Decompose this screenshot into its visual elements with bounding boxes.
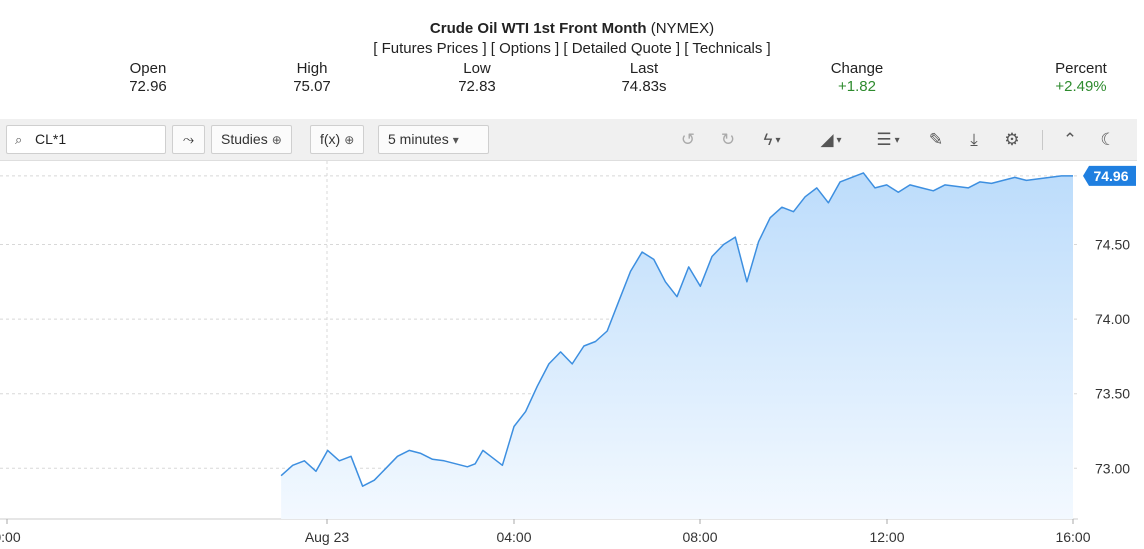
- price-line: [280, 172, 1073, 487]
- collapse-icon[interactable]: ⌃: [1062, 130, 1078, 149]
- stat-value: +2.49%: [1055, 78, 1107, 95]
- stat-last: Last 74.83s: [604, 60, 684, 96]
- download-icon[interactable]: ⤓: [970, 130, 978, 149]
- plus-circle-icon: ⊕: [271, 133, 282, 147]
- link-detailed-quote[interactable]: Detailed Quote: [571, 40, 672, 57]
- moon-icon[interactable]: ☾: [1100, 130, 1116, 149]
- interval-select[interactable]: 5 minutes ▾: [378, 125, 489, 154]
- stat-change: Change +1.82: [812, 60, 902, 96]
- quote-header: Crude Oil WTI 1st Front Month (NYMEX) [ …: [0, 0, 1144, 118]
- chevron-down-icon: ▾: [452, 133, 459, 147]
- lightning-icon[interactable]: ϟ ▾: [763, 130, 781, 149]
- toolbar-divider: [1042, 130, 1043, 150]
- symbol-search-input[interactable]: ⌕ CL*1: [6, 125, 166, 154]
- stat-value: 75.07: [293, 78, 331, 95]
- price-area-fill: [281, 172, 1074, 519]
- pencil-icon[interactable]: ✎: [928, 130, 944, 149]
- link-futures-prices[interactable]: Futures Prices: [381, 40, 479, 57]
- x-tick-label: Aug 23: [305, 529, 350, 545]
- undo-icon[interactable]: ↺: [680, 130, 696, 149]
- studies-button[interactable]: Studies ⊕: [211, 125, 292, 154]
- stat-open: Open 72.96: [108, 60, 188, 96]
- y-tick-label: 73.00: [1095, 460, 1130, 476]
- plus-circle-icon: ⊕: [344, 133, 355, 147]
- last-price-label: 74.96: [1093, 168, 1128, 184]
- stat-label: Percent: [1055, 60, 1107, 77]
- x-tick-label: 04:00: [496, 529, 531, 545]
- x-tick-label: 12:00: [869, 529, 904, 545]
- stat-low: Low 72.83: [437, 60, 517, 96]
- price-chart[interactable]: 73.00 73.50 74.00 74.50 0:00 Aug 23 04:00 08:0…: [0, 161, 1144, 549]
- x-tick-label: 0:00: [0, 529, 21, 545]
- stat-value: +1.82: [838, 78, 876, 95]
- x-tick-label: 08:00: [682, 529, 717, 545]
- stat-percent: Percent +2.49%: [1036, 60, 1126, 96]
- symbol-value: CL*1: [35, 131, 67, 147]
- y-tick-label: 74.00: [1095, 311, 1130, 327]
- stat-high: High 75.07: [272, 60, 352, 96]
- link-technicals[interactable]: Technicals: [692, 40, 763, 57]
- chart-toolbar: ⌕ CL*1 ⤳ Studies ⊕ f(x) ⊕ 5 minutes ▾ ↺ ↻ ϟ…: [0, 119, 1137, 161]
- last-price-badge: 74.96: [1083, 165, 1136, 186]
- instrument-name: Crude Oil WTI 1st Front Month: [429, 20, 647, 37]
- fx-label: f(x): [320, 131, 341, 147]
- compare-button[interactable]: ⤳: [172, 125, 205, 154]
- x-axis: 0:00 Aug 23 04:00 08:00 12:00 16:00: [0, 519, 1091, 545]
- stat-label: High: [296, 60, 328, 77]
- interval-value: 5 minutes: [388, 131, 449, 147]
- stat-label: Change: [830, 60, 884, 77]
- stat-value: 72.83: [458, 78, 496, 95]
- chart-type-icon[interactable]: ◢ ▾: [820, 130, 842, 149]
- redo-icon[interactable]: ↻: [720, 130, 736, 149]
- quote-links: [ Futures Prices ] [ Options ] [ Detaile…: [373, 40, 771, 57]
- gear-icon[interactable]: ⚙: [1004, 130, 1020, 149]
- y-tick-label: 74.50: [1095, 237, 1130, 253]
- stat-label: Open: [129, 60, 167, 77]
- link-options[interactable]: Options: [499, 40, 551, 57]
- stat-value: 74.83s: [621, 78, 667, 95]
- quote-title: Crude Oil WTI 1st Front Month (NYMEX): [0, 20, 1144, 37]
- x-tick-label: 16:00: [1055, 529, 1090, 545]
- exchange-name: (NYMEX): [650, 20, 715, 37]
- y-axis: 73.00 73.50 74.00 74.50: [1095, 237, 1130, 477]
- search-icon: ⌕: [15, 132, 23, 147]
- stat-label: Last: [629, 60, 659, 77]
- layout-icon[interactable]: ☰ ▾: [876, 130, 900, 149]
- compare-icon: ⤳: [182, 131, 195, 147]
- y-tick-label: 73.50: [1095, 386, 1130, 402]
- fx-button[interactable]: f(x) ⊕: [310, 125, 365, 154]
- stat-value: 72.96: [129, 78, 167, 95]
- stat-label: Low: [463, 60, 491, 77]
- studies-label: Studies: [221, 131, 268, 147]
- last-price-badge-shape: [1083, 165, 1136, 186]
